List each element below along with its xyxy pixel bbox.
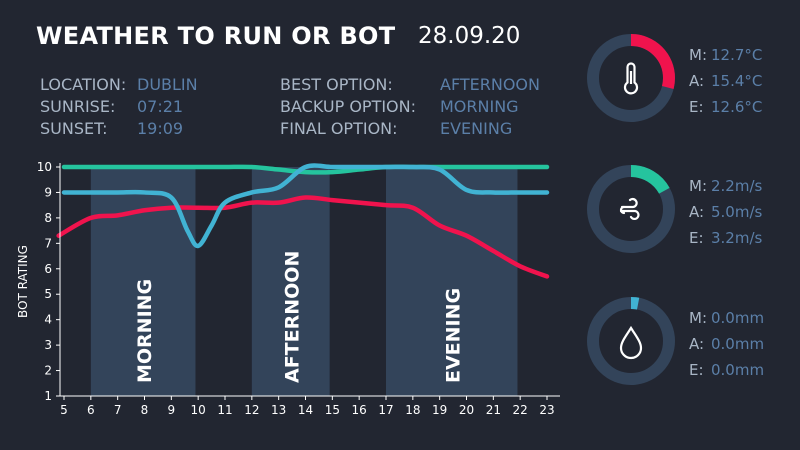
morning-wind-label: M:: [689, 177, 707, 195]
x-tick-label: 5: [60, 403, 68, 417]
x-tick-label: 19: [432, 403, 447, 417]
thermometer-icon: [623, 62, 639, 95]
series-line: [56, 195, 550, 279]
sunset-value: 19:09: [137, 119, 184, 138]
location-label: LOCATION:: [40, 75, 127, 94]
gauge-fill-arc: [587, 297, 675, 385]
period-label: MORNING: [134, 279, 156, 383]
x-tick-label: 6: [87, 403, 95, 417]
final-option-label: FINAL OPTION:: [280, 119, 398, 138]
y-tick-label: 10: [37, 160, 52, 174]
x-tick-label: 16: [352, 403, 367, 417]
evening-temp-label: E:: [689, 98, 704, 116]
evening-temp-value: 12.6°C: [711, 98, 763, 116]
rain-gauge: [587, 297, 675, 385]
location-value: DUBLIN: [137, 75, 198, 94]
y-axis-label: BOT RATING: [16, 245, 30, 318]
wind-icon: [619, 197, 640, 220]
morning-rain-label: M:: [689, 309, 707, 327]
evening-rain-value: 0.0mm: [711, 361, 765, 379]
afternoon-wind-label: A:: [689, 203, 705, 221]
morning-temp-label: M:: [689, 46, 707, 64]
temperature-gauge: [587, 34, 675, 122]
x-tick-label: 17: [378, 403, 393, 417]
series-line: [61, 163, 550, 249]
y-tick-label: 2: [44, 364, 52, 378]
afternoon-wind-value: 5.0m/s: [711, 203, 763, 221]
y-tick-label: 6: [44, 262, 52, 276]
morning-wind-value: 2.2m/s: [711, 177, 763, 195]
x-tick-label: 13: [271, 403, 286, 417]
gauge-fill-arc: [587, 165, 675, 253]
best-option-label: BEST OPTION:: [280, 75, 393, 94]
x-tick-label: 21: [486, 403, 501, 417]
x-tick-label: 7: [114, 403, 122, 417]
info-panel-left: LOCATION: DUBLIN SUNRISE: 07:21 SUNSET: …: [40, 74, 280, 144]
rain-readings: M: 0.0mm A: 0.0mm E: 0.0mm: [689, 305, 799, 385]
sunset-label: SUNSET:: [40, 119, 108, 138]
sunrise-label: SUNRISE:: [40, 97, 116, 116]
info-panel-right: BEST OPTION: AFTERNOON BACKUP OPTION: MO…: [280, 74, 560, 144]
x-tick-label: 22: [513, 403, 528, 417]
page-title: WEATHER TO RUN OR BOT: [36, 22, 396, 50]
backup-option-label: BACKUP OPTION:: [280, 97, 417, 116]
afternoon-rain-label: A:: [689, 335, 705, 353]
x-tick-label: 10: [191, 403, 206, 417]
x-tick-label: 23: [539, 403, 554, 417]
x-tick-label: 9: [168, 403, 176, 417]
y-tick-label: 8: [44, 211, 52, 225]
y-tick-label: 7: [44, 236, 52, 250]
y-tick-label: 5: [44, 287, 52, 301]
morning-temp-value: 12.7°C: [711, 46, 763, 64]
backup-option-value: MORNING: [440, 97, 519, 116]
x-tick-label: 15: [325, 403, 340, 417]
afternoon-temp-label: A:: [689, 72, 705, 90]
y-tick-label: 9: [44, 185, 52, 199]
x-tick-label: 8: [141, 403, 149, 417]
period-label: AFTERNOON: [282, 251, 304, 383]
wind-readings: M: 2.2m/s A: 5.0m/s E: 3.2m/s: [689, 173, 799, 253]
final-option-value: EVENING: [440, 119, 513, 138]
y-tick-label: 4: [44, 313, 52, 327]
date-display: 28.09.20: [418, 23, 521, 49]
x-tick-label: 12: [244, 403, 259, 417]
x-tick-label: 11: [217, 403, 232, 417]
wind-gauge: [587, 165, 675, 253]
sunrise-value: 07:21: [137, 97, 184, 116]
evening-rain-label: E:: [689, 361, 704, 379]
gauge-fill-arc: [587, 34, 675, 122]
period-band: [251, 167, 330, 396]
x-tick-label: 20: [459, 403, 474, 417]
afternoon-temp-value: 15.4°C: [711, 72, 763, 90]
y-tick-label: 1: [44, 389, 52, 403]
period-label: EVENING: [443, 288, 465, 383]
x-tick-label: 18: [405, 403, 420, 417]
y-tick-label: 3: [44, 338, 52, 352]
evening-wind-label: E:: [689, 229, 704, 247]
best-option-value: AFTERNOON: [440, 75, 540, 94]
afternoon-rain-value: 0.0mm: [711, 335, 765, 353]
morning-rain-value: 0.0mm: [711, 309, 765, 327]
evening-wind-value: 3.2m/s: [711, 229, 763, 247]
temperature-readings: M: 12.7°C A: 15.4°C E: 12.6°C: [689, 42, 799, 122]
series-line: [61, 164, 550, 175]
raindrop-icon: [619, 325, 643, 360]
x-tick-label: 14: [298, 403, 313, 417]
